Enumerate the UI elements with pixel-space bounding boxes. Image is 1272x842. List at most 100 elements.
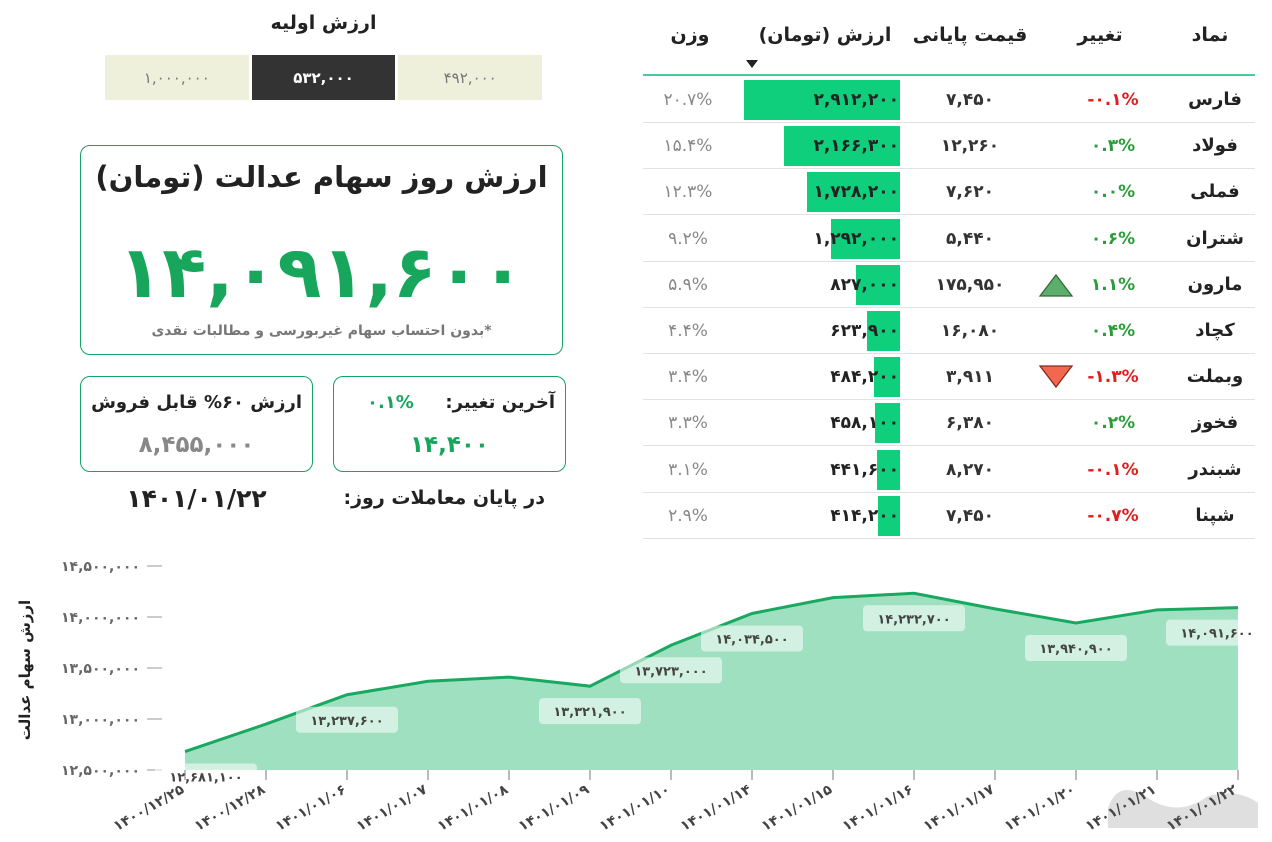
- sellable-label: ارزش ۶۰% قابل فروش: [91, 392, 302, 413]
- table-row[interactable]: فارس -۰.۱% ۷,۴۵۰ ۲,۹۱۲,۲۰۰ ۲۰.۷%: [643, 77, 1255, 123]
- point-label-text: ۱۳,۹۴۰,۹۰۰: [1039, 642, 1112, 657]
- row-weight: ۳.۱%: [668, 459, 708, 480]
- initial-value-title: ارزش اولیه: [270, 12, 377, 34]
- point-label: ۱۲,۶۸۱,۱۰۰: [155, 763, 257, 790]
- row-price: ۸,۲۷۰: [946, 459, 994, 480]
- row-symbol[interactable]: فملی: [1190, 181, 1240, 203]
- table-row[interactable]: فخوز ۰.۲% ۶,۳۸۰ ۴۵۸,۱۰۰ ۳.۳%: [643, 400, 1255, 447]
- row-symbol[interactable]: فولاد: [1192, 135, 1238, 157]
- x-tick-label: ۱۴۰۱/۰۱/۱۷: [921, 781, 997, 834]
- table-row[interactable]: کچاد ۰.۴% ۱۶,۰۸۰ ۶۲۳,۹۰۰ ۴.۴%: [643, 308, 1255, 354]
- row-change: -۱.۳%: [1087, 367, 1139, 388]
- header-divider: [643, 74, 1255, 76]
- chart-y-axis-label: ارزش سهام عدالت: [16, 600, 34, 740]
- point-label: ۱۴,۰۹۱,۶۰۰: [1166, 619, 1268, 646]
- row-value: ۴۵۸,۱۰۰: [830, 413, 899, 434]
- row-value-bar: [855, 264, 900, 305]
- summary-title: ارزش روز سهام عدالت (تومان): [95, 160, 548, 194]
- table-row[interactable]: شپنا -۰.۷% ۷,۴۵۰ ۴۱۴,۲۰۰ ۲.۹%: [643, 493, 1255, 539]
- sort-desc-icon[interactable]: [746, 60, 758, 68]
- last-change-label: آخرین تغییر:: [445, 392, 555, 413]
- row-weight: ۵.۹%: [668, 274, 708, 295]
- table-row[interactable]: فولاد ۰.۳% ۱۲,۲۶۰ ۲,۱۶۶,۳۰۰ ۱۵.۴%: [643, 123, 1255, 170]
- row-weight: ۲۰.۷%: [663, 90, 713, 110]
- point-label-text: ۱۳,۷۲۳,۰۰۰: [634, 664, 707, 679]
- point-label-box: [863, 605, 965, 632]
- table-row[interactable]: فملی ۰.۰% ۷,۶۲۰ ۱,۷۲۸,۲۰۰ ۱۲.۳%: [643, 169, 1255, 216]
- point-label-box: [620, 657, 722, 684]
- row-symbol[interactable]: شپنا: [1195, 504, 1235, 526]
- row-price: ۱۲,۲۶۰: [940, 136, 1000, 157]
- triangle-down-icon: [1038, 354, 1078, 400]
- row-value: ۲,۱۶۶,۳۰۰: [813, 136, 899, 157]
- header-change[interactable]: تغییر: [1077, 24, 1123, 46]
- last-change-value: ۱۴,۴۰۰: [410, 432, 489, 458]
- y-tick-label: ۱۴,۰۰۰,۰۰۰: [61, 610, 140, 626]
- row-symbol[interactable]: فخوز: [1191, 412, 1239, 434]
- row-change: ۰.۶%: [1090, 228, 1136, 249]
- row-price: ۶,۳۸۰: [946, 413, 994, 434]
- point-label-box: [1025, 635, 1127, 662]
- row-value-bar: [874, 357, 900, 398]
- row-value: ۴۴۱,۶۰۰: [830, 459, 899, 480]
- x-tick-label: ۱۴۰۰/۱۲/۲۵: [111, 781, 187, 834]
- trading-date: ۱۴۰۱/۰۱/۲۲: [126, 484, 267, 513]
- row-weight: ۳.۳%: [668, 413, 708, 434]
- point-label-text: ۱۳,۲۳۷,۶۰۰: [310, 714, 383, 729]
- row-change: ۰.۰%: [1090, 182, 1136, 203]
- row-value-bar: [830, 218, 900, 259]
- point-label-box: [1166, 619, 1268, 646]
- row-weight: ۴.۴%: [668, 321, 708, 341]
- row-symbol[interactable]: مارون: [1187, 273, 1243, 295]
- row-value: ۸۲۷,۰۰۰: [830, 274, 899, 295]
- row-weight: ۹.۲%: [668, 228, 708, 249]
- point-label-box: [539, 698, 641, 725]
- point-label: ۱۳,۲۳۷,۶۰۰: [296, 706, 398, 733]
- header-value[interactable]: ارزش (تومان): [758, 24, 892, 46]
- point-label-text: ۱۲,۶۸۱,۱۰۰: [169, 771, 242, 786]
- header-weight[interactable]: وزن: [670, 24, 710, 46]
- header-symbol[interactable]: نماد: [1191, 24, 1229, 46]
- row-weight: ۱۲.۳%: [663, 182, 713, 203]
- table-row[interactable]: شبندر -۰.۱% ۸,۲۷۰ ۴۴۱,۶۰۰ ۳.۱%: [643, 447, 1255, 493]
- y-tick-label: ۱۳,۵۰۰,۰۰۰: [61, 661, 140, 677]
- table-row[interactable]: مارون ۱.۱% ۱۷۵,۹۵۰ ۸۲۷,۰۰۰ ۵.۹%: [643, 262, 1255, 308]
- summary-value: ۱۴,۰۹۱,۶۰۰: [118, 230, 525, 314]
- point-label: ۱۳,۷۲۳,۰۰۰: [620, 657, 722, 684]
- row-change: -۰.۷%: [1087, 505, 1139, 526]
- header-price[interactable]: قیمت پایانی: [912, 24, 1028, 46]
- end-of-day-label: در پایان معاملات روز:: [343, 487, 545, 509]
- x-tick-label: ۱۴۰۱/۰۱/۱۰: [597, 782, 673, 835]
- summary-card: [80, 145, 563, 355]
- point-label-box: [296, 706, 398, 733]
- row-change: ۱.۱%: [1090, 274, 1136, 295]
- row-symbol[interactable]: شتران: [1186, 227, 1244, 249]
- table-row[interactable]: شتران ۰.۶% ۵,۴۴۰ ۱,۲۹۲,۰۰۰ ۹.۲%: [643, 216, 1255, 262]
- row-symbol[interactable]: کچاد: [1195, 320, 1235, 341]
- row-price: ۳,۹۱۱: [946, 367, 994, 388]
- row-value: ۶۲۳,۹۰۰: [830, 321, 899, 341]
- row-value: ۴۸۴,۲۰۰: [830, 367, 899, 388]
- point-label-box: [155, 763, 257, 790]
- x-tick-label: ۱۴۰۱/۰۱/۰۷: [354, 781, 430, 834]
- row-symbol[interactable]: وبملت: [1186, 366, 1244, 388]
- row-value-bar: [875, 403, 900, 444]
- row-symbol[interactable]: شبندر: [1188, 458, 1242, 480]
- initial-option-1000000[interactable]: ۱,۰۰۰,۰۰۰: [105, 55, 249, 100]
- x-tick-label: ۱۴۰۱/۰۱/۱۶: [840, 782, 916, 835]
- row-symbol[interactable]: فارس: [1188, 89, 1242, 110]
- y-tick-label: ۱۲,۵۰۰,۰۰۰: [61, 763, 140, 779]
- row-weight: ۱۵.۴%: [663, 136, 713, 157]
- initial-option-492000[interactable]: ۴۹۲,۰۰۰: [395, 55, 543, 100]
- row-change: -۰.۱%: [1087, 459, 1139, 480]
- row-price: ۵,۴۴۰: [946, 228, 994, 249]
- point-label-text: ۱۴,۰۹۱,۶۰۰: [1180, 627, 1253, 642]
- row-value-bar: [744, 80, 900, 120]
- initial-option-532000[interactable]: ۵۳۲,۰۰۰: [248, 55, 396, 100]
- table-row[interactable]: وبملت -۱.۳% ۳,۹۱۱ ۴۸۴,۲۰۰ ۳.۴%: [643, 354, 1255, 401]
- row-change: ۰.۴%: [1090, 321, 1136, 341]
- row-value-bar: [783, 126, 900, 167]
- y-tick-label: ۱۳,۰۰۰,۰۰۰: [61, 712, 140, 728]
- x-tick-label: ۱۴۰۱/۰۱/۱۴: [678, 781, 754, 834]
- watermark-logo: [1108, 790, 1258, 828]
